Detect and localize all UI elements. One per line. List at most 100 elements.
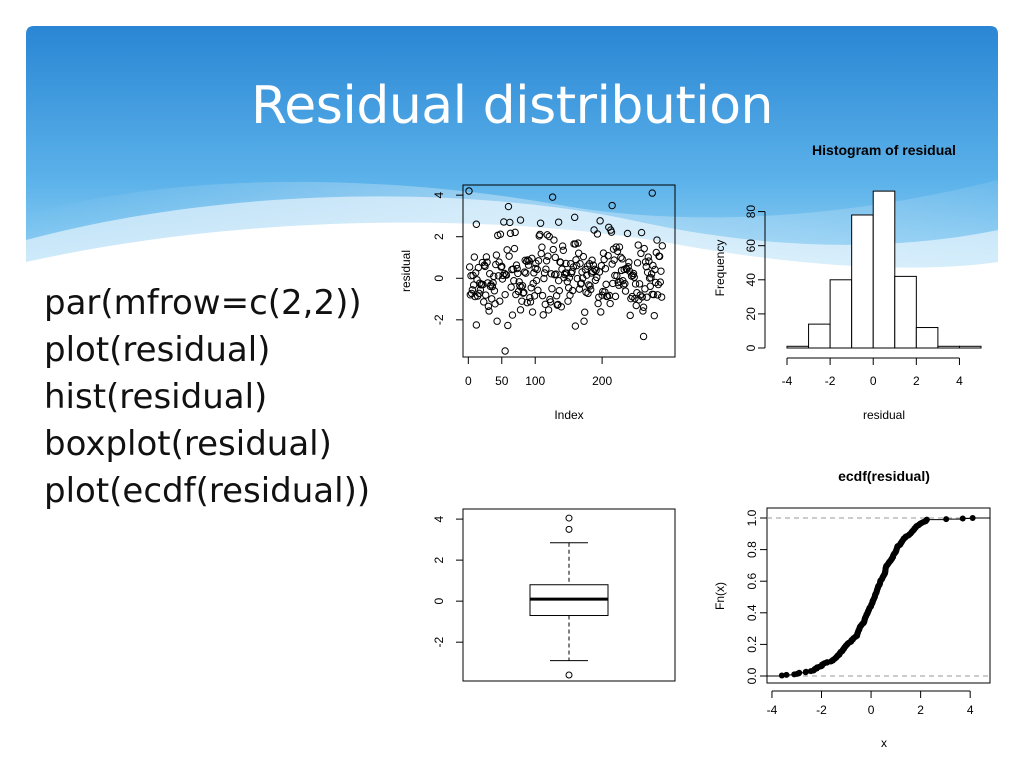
data-point xyxy=(526,293,534,302)
data-point xyxy=(548,285,556,293)
y-tick-label: 80 xyxy=(744,205,758,219)
x-tick-label: 4 xyxy=(967,703,974,717)
data-point xyxy=(543,231,551,239)
data-point xyxy=(516,216,525,224)
data-point xyxy=(528,254,536,263)
data-point xyxy=(503,246,511,254)
x-tick-label: 0 xyxy=(870,374,877,388)
data-point xyxy=(519,289,527,297)
y-tick-label: 0 xyxy=(432,275,446,282)
data-point xyxy=(640,244,648,253)
data-point xyxy=(602,280,610,289)
data-point xyxy=(486,270,494,278)
data-point xyxy=(590,226,598,234)
data-point xyxy=(555,286,564,295)
data-point xyxy=(654,280,662,289)
data-point xyxy=(646,282,654,290)
data-point xyxy=(630,273,638,281)
ecdf-point xyxy=(803,668,810,675)
data-point xyxy=(516,282,524,290)
data-point xyxy=(577,279,586,287)
ecdf-point xyxy=(923,516,930,523)
data-point xyxy=(508,311,517,319)
data-point xyxy=(562,259,570,268)
histogram-bar xyxy=(808,323,831,349)
data-point xyxy=(573,274,582,283)
data-point xyxy=(516,306,525,314)
data-point xyxy=(608,201,616,210)
x-axis-label: residual xyxy=(863,408,905,422)
x-axis-label: Index xyxy=(554,408,583,422)
x-tick-label: -2 xyxy=(816,703,827,717)
data-point xyxy=(608,260,616,268)
data-point xyxy=(504,202,513,211)
data-point xyxy=(623,229,632,238)
data-point xyxy=(482,253,491,261)
y-tick-label: 0 xyxy=(744,344,758,351)
data-point xyxy=(638,293,646,301)
data-point xyxy=(601,264,610,273)
data-point xyxy=(539,311,547,319)
data-point xyxy=(554,218,563,226)
data-point xyxy=(627,294,635,303)
data-point xyxy=(648,189,656,197)
data-point xyxy=(482,291,490,299)
data-point xyxy=(544,252,552,260)
data-point xyxy=(497,263,505,271)
plot-frame xyxy=(462,184,676,358)
scatter-plot: -2 0 2 4 residual 0 50 100 200 Index xyxy=(399,184,676,422)
x-tick-label: 50 xyxy=(495,374,509,388)
ecdf-point xyxy=(969,515,976,521)
data-point xyxy=(465,263,474,271)
data-point xyxy=(636,291,644,299)
data-point xyxy=(570,213,579,222)
data-point xyxy=(569,263,578,271)
data-point xyxy=(530,292,539,300)
y-tick-label: 20 xyxy=(744,307,758,321)
data-point xyxy=(568,267,576,276)
data-point xyxy=(637,228,646,237)
x-tick-label: 0 xyxy=(465,374,472,388)
y-tick-label: 40 xyxy=(744,273,758,287)
data-point xyxy=(611,292,620,301)
data-point xyxy=(498,262,506,271)
data-point xyxy=(470,253,479,261)
data-point xyxy=(600,255,608,264)
data-point xyxy=(586,282,594,290)
data-point xyxy=(592,266,600,275)
data-point xyxy=(645,257,653,265)
data-point xyxy=(556,258,565,267)
data-point xyxy=(522,257,531,266)
data-point xyxy=(595,268,604,276)
data-point xyxy=(657,293,666,301)
data-point xyxy=(518,297,526,305)
data-point xyxy=(546,298,555,306)
data-point xyxy=(488,282,497,291)
y-tick-label: -2 xyxy=(432,314,446,325)
data-point xyxy=(565,274,574,282)
data-point xyxy=(581,308,589,316)
data-point xyxy=(524,256,532,264)
data-point xyxy=(480,298,488,306)
outlier-point xyxy=(565,514,573,522)
data-point xyxy=(528,308,537,316)
data-point xyxy=(650,311,658,320)
data-point xyxy=(510,277,518,285)
data-point xyxy=(465,187,473,195)
data-point xyxy=(512,261,521,269)
data-point xyxy=(563,277,572,286)
data-point xyxy=(536,219,545,227)
data-point xyxy=(593,230,602,238)
data-point xyxy=(472,321,481,329)
data-point xyxy=(549,245,557,254)
data-point xyxy=(487,281,495,289)
data-point xyxy=(651,265,659,274)
data-point xyxy=(607,228,616,236)
data-point xyxy=(621,280,629,288)
histogram-bar xyxy=(958,345,982,349)
code-line: plot(residual) xyxy=(44,330,271,370)
data-point xyxy=(658,242,667,250)
data-point xyxy=(587,285,595,294)
slide-title: Residual distribution xyxy=(251,76,773,136)
